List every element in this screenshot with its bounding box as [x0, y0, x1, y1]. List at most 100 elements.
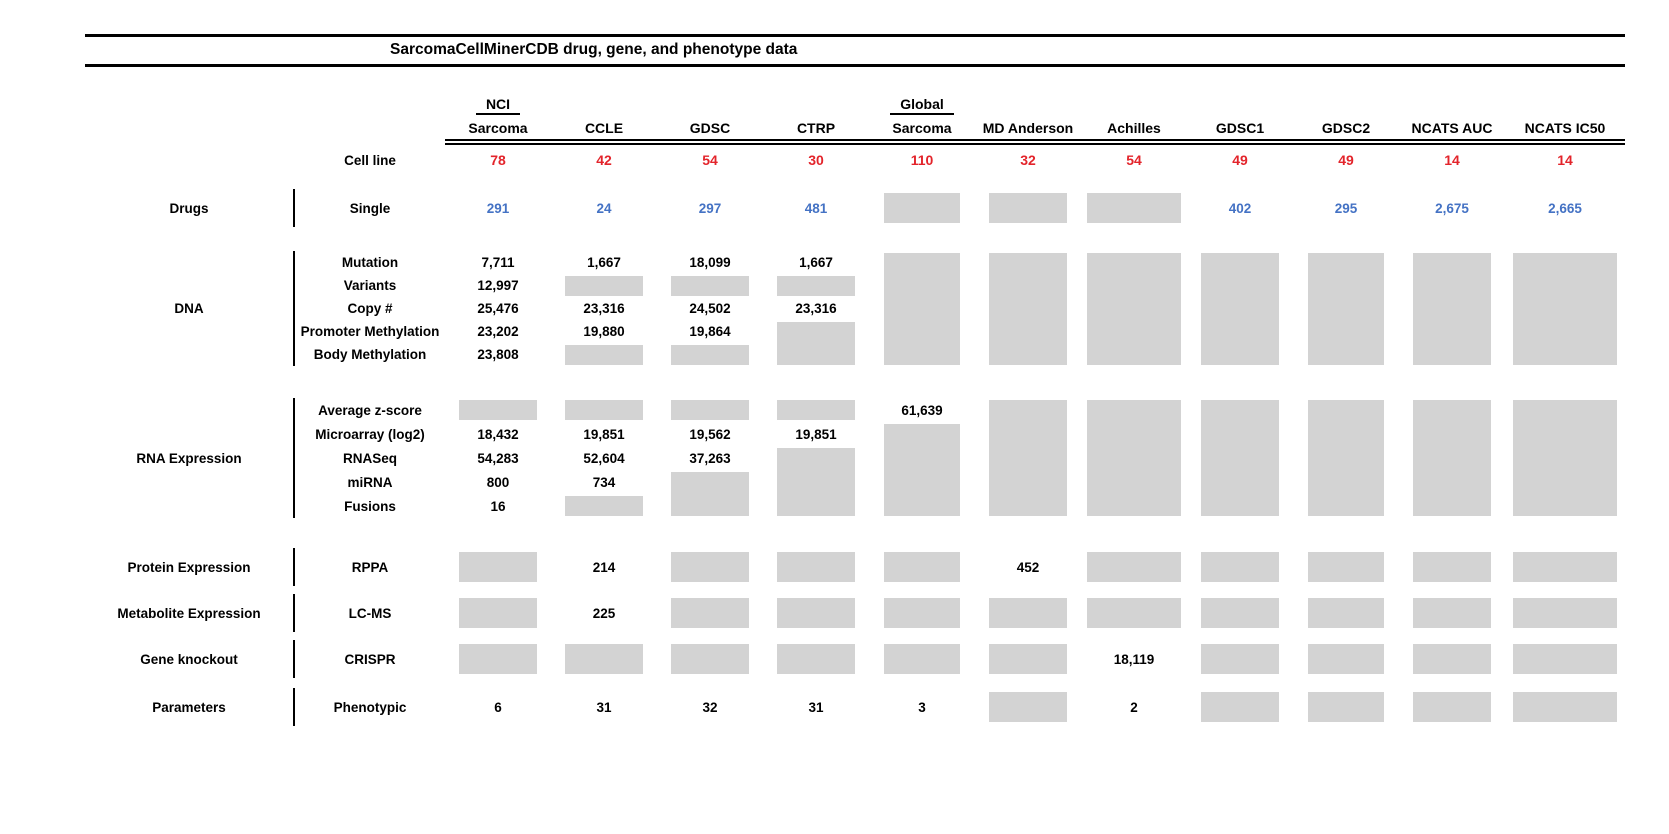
block-parameters: Parameters Phenotypic 6 31 32 31 3 2 [85, 688, 1625, 726]
data-value: 295 [1334, 200, 1358, 216]
column-header: GDSC2 [1321, 120, 1371, 136]
data-value: 734 [592, 474, 616, 490]
missing-data-box [884, 598, 960, 628]
missing-data-box [1201, 400, 1279, 516]
data-value: 19,851 [795, 426, 837, 442]
row-label: LC-MS [348, 605, 392, 621]
data-value: 19,864 [689, 324, 731, 339]
data-value: 452 [1016, 559, 1040, 575]
category-label: RNA Expression [85, 398, 295, 518]
cell-line-count: 49 [1338, 152, 1354, 168]
missing-data-box [459, 598, 537, 628]
missing-data-box [565, 644, 643, 674]
missing-data-box [777, 598, 855, 628]
data-value: 31 [596, 699, 612, 715]
cell-line-count: 54 [702, 152, 718, 168]
figure-title: SarcomaCellMinerCDB drug, gene, and phen… [390, 41, 798, 58]
row-label: Body Methylation [313, 347, 427, 362]
missing-data-box [1201, 252, 1279, 365]
missing-data-box [777, 448, 855, 516]
data-value: 24,502 [689, 301, 731, 316]
data-value: 19,880 [583, 324, 625, 339]
column-group-text: Global [890, 96, 954, 115]
data-value: 18,119 [1113, 651, 1155, 667]
cell-line-count: 32 [1020, 152, 1036, 168]
data-value: 19,851 [583, 426, 625, 442]
missing-data-box [1308, 400, 1384, 516]
missing-data-box [1513, 692, 1617, 722]
column-group-label: NCI [445, 93, 551, 115]
column-header: Sarcoma [468, 120, 528, 136]
data-value: 19,562 [689, 426, 731, 442]
column-header: Achilles [1107, 120, 1161, 136]
data-value: 6 [494, 699, 502, 715]
cell-line-row-label: Cell line [344, 152, 396, 168]
missing-data-box [1087, 552, 1181, 582]
missing-data-box [671, 644, 749, 674]
data-value: 800 [486, 474, 510, 490]
missing-data-box [1513, 644, 1617, 674]
data-value: 12,997 [477, 278, 519, 293]
block-gene-knockout: Gene knockout CRISPR 18,119 [85, 640, 1625, 678]
missing-data-box [777, 644, 855, 674]
missing-data-box [989, 644, 1067, 674]
data-value: 402 [1228, 200, 1252, 216]
column-header: Sarcoma [892, 120, 952, 136]
data-value: 1,667 [799, 255, 833, 270]
missing-data-box [884, 552, 960, 582]
missing-data-box [565, 400, 643, 420]
missing-data-box [777, 552, 855, 582]
row-label: Average z-score [318, 402, 422, 418]
missing-data-box [1201, 598, 1279, 628]
column-header: NCATS AUC [1411, 120, 1493, 136]
row-label: Phenotypic [333, 699, 407, 715]
data-value: 225 [592, 605, 616, 621]
missing-data-box [1308, 252, 1384, 365]
category-label: Drugs [85, 189, 295, 227]
row-label: RPPA [351, 559, 389, 575]
data-value: 1,667 [587, 255, 621, 270]
data-value: 25,476 [477, 301, 519, 316]
cell-line-count: 49 [1232, 152, 1248, 168]
data-value: 18,099 [689, 255, 731, 270]
block-dna: DNA Mutation Variants Copy # Promoter Methyl… [85, 251, 1625, 366]
data-value: 32 [702, 699, 718, 715]
cell-line-count: 30 [808, 152, 824, 168]
data-value: 23,316 [583, 301, 625, 316]
category-label: DNA [85, 251, 295, 366]
missing-data-box [1513, 400, 1617, 516]
row-label: miRNA [347, 474, 393, 490]
missing-data-box [671, 400, 749, 420]
data-value: 2,675 [1435, 200, 1469, 216]
category-label: Parameters [85, 688, 295, 726]
missing-data-box [1087, 193, 1181, 223]
data-value: 2 [1130, 699, 1138, 715]
missing-data-box [884, 644, 960, 674]
column-header: GDSC1 [1215, 120, 1265, 136]
row-label: CRISPR [344, 651, 396, 667]
data-value: 2,665 [1548, 200, 1582, 216]
column-group-text: NCI [475, 96, 521, 115]
missing-data-box [671, 275, 749, 296]
missing-data-box [777, 321, 855, 365]
missing-data-box [884, 424, 960, 516]
missing-data-box [777, 400, 855, 420]
data-value: 23,202 [477, 324, 519, 339]
title-band: SarcomaCellMinerCDB drug, gene, and phen… [85, 34, 1625, 67]
row-label: Variants [343, 278, 397, 293]
missing-data-box [1087, 598, 1181, 628]
missing-data-box [1413, 252, 1491, 365]
block-protein-expression: Protein Expression RPPA 214 452 [85, 548, 1625, 586]
data-value: 7,711 [481, 255, 515, 270]
missing-data-box [1201, 644, 1279, 674]
row-label: Fusions [344, 498, 396, 514]
column-header: GDSC [689, 120, 731, 136]
missing-data-box [1201, 692, 1279, 722]
missing-data-box [989, 400, 1067, 516]
data-value: 481 [804, 200, 828, 216]
missing-data-box [1413, 644, 1491, 674]
data-value: 24 [596, 200, 612, 216]
missing-data-box [671, 344, 749, 365]
missing-data-box [989, 193, 1067, 223]
missing-data-box [1087, 400, 1181, 516]
